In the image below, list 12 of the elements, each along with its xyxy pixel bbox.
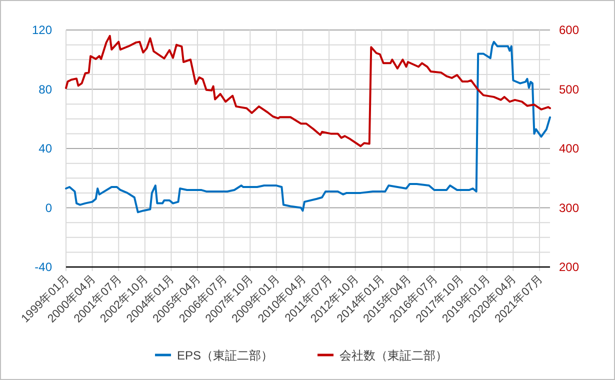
y2-tick-label: 500 bbox=[559, 82, 580, 96]
legend-label: 会社数（東証二部） bbox=[340, 348, 448, 362]
y-tick-label: 80 bbox=[38, 82, 52, 96]
y2-tick-label: 600 bbox=[559, 23, 580, 37]
y-tick-label: 0 bbox=[45, 200, 52, 215]
legend-label: EPS（東証二部） bbox=[177, 348, 274, 362]
y-tick-label: 120 bbox=[32, 23, 52, 37]
y2-tick-label: 300 bbox=[559, 200, 580, 215]
y-tick-label: 40 bbox=[38, 142, 52, 156]
y2-tick-label: 400 bbox=[559, 142, 580, 156]
y-tick-label: -40 bbox=[34, 260, 52, 274]
y2-tick-label: 200 bbox=[559, 260, 580, 274]
